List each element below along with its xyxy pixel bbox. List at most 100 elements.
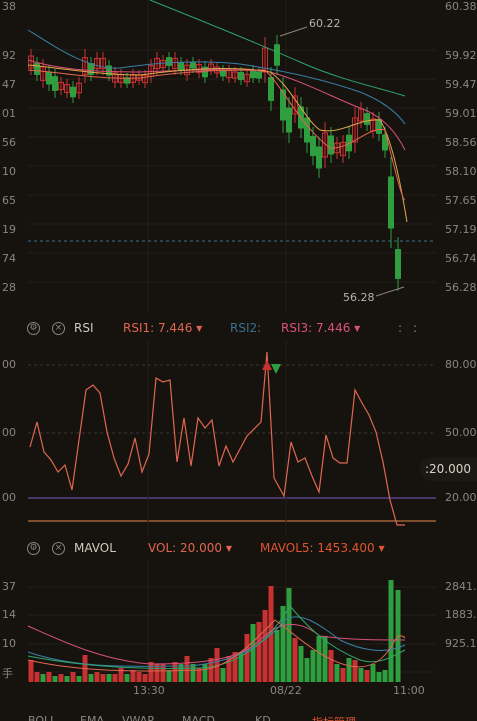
indicator-tab[interactable]: VWAP: [122, 714, 154, 721]
candle-body: [352, 117, 358, 143]
candle-body: [238, 71, 244, 81]
mavol5-value[interactable]: MAVOL5: 1453.400 ▼: [260, 541, 385, 555]
rsi-down-arrow-icon: [271, 364, 281, 374]
volume-bar: [142, 674, 148, 682]
candle-body: [316, 146, 322, 169]
volume-bar: [100, 674, 106, 682]
candle-body: [310, 135, 316, 157]
indicator-tab[interactable]: KD: [255, 714, 271, 721]
volume-bar: [172, 662, 178, 682]
price-low-label: 56.28: [343, 291, 375, 304]
candle-body: [232, 71, 238, 79]
volume-bar: [262, 610, 268, 682]
price-axis-label: 57.65: [445, 194, 477, 207]
volume-bar: [358, 668, 364, 682]
volume-axis-label: 2841.: [445, 580, 477, 593]
volume-bar: [256, 622, 262, 682]
candle-body: [88, 63, 94, 75]
close-icon[interactable]: ×: [52, 321, 65, 335]
moving-average-line: [27, 29, 406, 125]
volume-bar: [220, 668, 226, 682]
price-chart[interactable]: [0, 0, 477, 312]
settings-gear-icon[interactable]: ⚙: [27, 541, 40, 555]
indicator-tab[interactable]: 指标管理: [312, 714, 356, 721]
volume-bar: [244, 634, 250, 682]
rsi2-value[interactable]: RSI2:: [230, 321, 262, 335]
volume-bar: [118, 668, 124, 682]
volume-axis-label: 925.1: [445, 637, 477, 650]
candle-body: [196, 64, 202, 73]
rsi1-value[interactable]: RSI1: 7.446 ▼: [123, 321, 203, 335]
time-axis-label: 13:30: [133, 684, 165, 697]
candle-body: [280, 89, 286, 121]
crosshair-value-pill: :20.000: [420, 457, 477, 481]
dropdown-icon: ▼: [378, 544, 385, 553]
price-high-label: 60.22: [309, 17, 341, 30]
price-axis-label-left: 65: [2, 194, 16, 207]
candle-body: [106, 65, 112, 76]
volume-bar: [274, 630, 280, 682]
price-axis-label-left: 47: [2, 78, 16, 91]
dropdown-icon: ▼: [225, 544, 232, 553]
close-icon[interactable]: ×: [52, 541, 65, 555]
volume-chart[interactable]: [0, 560, 477, 685]
rsi-chart[interactable]: [0, 340, 477, 535]
mavol-indicator-name[interactable]: MAVOL: [74, 541, 116, 555]
low-marker-line: [375, 286, 405, 297]
candle-body: [58, 81, 64, 91]
candle-body: [82, 57, 88, 75]
rsi-axis-label: 50.00: [445, 426, 477, 439]
volume-bar: [34, 672, 40, 682]
dropdown-icon: ▼: [354, 324, 361, 333]
candle-body: [262, 47, 268, 73]
candle-body: [244, 73, 250, 83]
volume-bar: [184, 656, 190, 682]
candle-body: [364, 113, 370, 125]
volume-bar: [196, 668, 202, 682]
volume-bar: [376, 672, 382, 682]
rsi-axis-label-left: 00: [2, 426, 16, 439]
price-axis-label: 59.92: [445, 49, 477, 62]
volume-bar: [250, 624, 256, 682]
candle-body: [52, 76, 58, 91]
high-marker-line: [279, 26, 308, 37]
candle-body: [292, 95, 298, 115]
indicator-tab[interactable]: BOLL: [28, 714, 57, 721]
volume-bar: [58, 674, 64, 682]
volume-axis-label-left: 手: [2, 667, 13, 680]
volume-bar: [124, 674, 130, 682]
volume-bar: [352, 660, 358, 682]
moving-average-line: [149, 0, 406, 97]
price-axis-label-left: 74: [2, 252, 16, 265]
candle-body: [358, 108, 364, 122]
vol-value[interactable]: VOL: 20.000 ▼: [148, 541, 232, 555]
price-axis-label: 56.74: [445, 252, 477, 265]
indicator-tab[interactable]: MACD: [182, 714, 215, 721]
volume-bar: [64, 676, 70, 682]
volume-bar: [382, 670, 388, 682]
rsi3-value[interactable]: RSI3: 7.446 ▼: [281, 321, 361, 335]
volume-bar: [160, 664, 166, 682]
volume-bar: [238, 652, 244, 682]
volume-bar: [286, 588, 292, 682]
volume-bar: [46, 672, 52, 682]
volume-axis-label-left: 10: [2, 637, 16, 650]
candle-body: [322, 132, 328, 158]
rsi-indicator-name[interactable]: RSI: [74, 321, 94, 335]
volume-bar: [346, 658, 352, 682]
candle-body: [178, 61, 184, 71]
more-dots[interactable]: :: [398, 321, 403, 335]
more-dots-2[interactable]: :: [413, 321, 418, 335]
mavol-line: [27, 605, 406, 669]
volume-bar: [395, 590, 401, 682]
indicator-tab-bar: BOLL EMA VWAP MACD KD 指标管理: [0, 711, 477, 721]
time-axis-label: 08/22: [270, 684, 302, 697]
volume-bar: [40, 674, 46, 682]
volume-axis-label-left: 14: [2, 608, 16, 621]
volume-bar: [148, 662, 154, 682]
candle-body: [250, 69, 256, 79]
indicator-tab[interactable]: EMA: [80, 714, 104, 721]
volume-bar: [328, 650, 334, 682]
settings-gear-icon[interactable]: ⚙: [27, 321, 40, 335]
candle-body: [388, 176, 394, 229]
